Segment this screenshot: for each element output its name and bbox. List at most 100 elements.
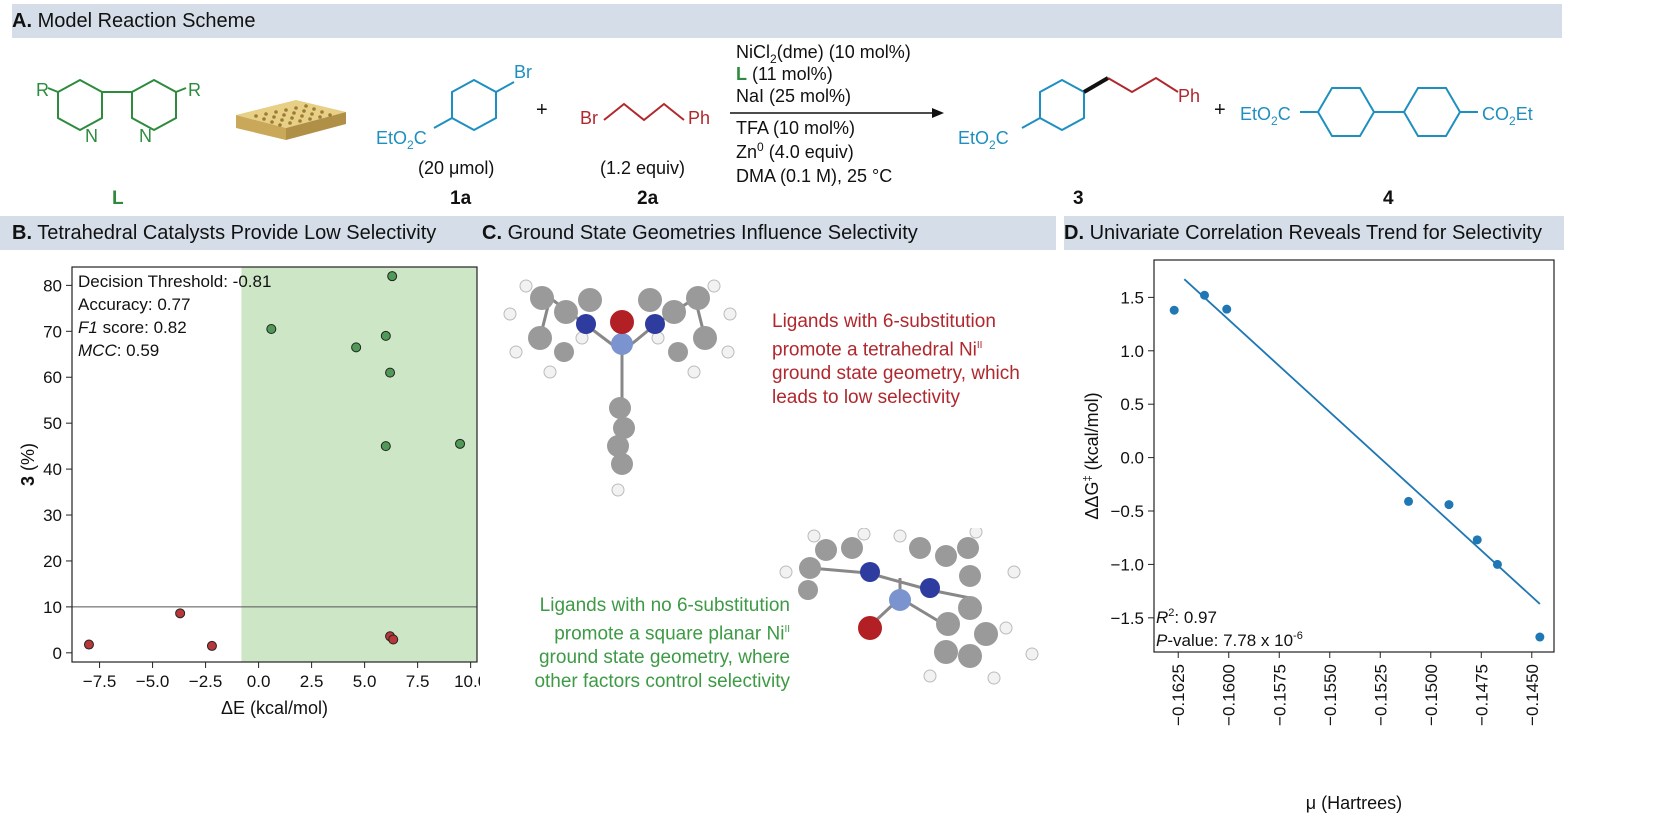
- chart-b-y-tick-label: 30: [43, 506, 62, 525]
- chart-b-data-point: [175, 608, 186, 619]
- chart-b-data-point: [388, 634, 399, 645]
- square-planar-line-4: other factors control selectivity: [534, 671, 790, 693]
- chart-b-y-tick-label: 0: [53, 644, 62, 663]
- panel-b-title: Tetrahedral Catalysts Provide Low Select…: [37, 222, 437, 244]
- substrate-2a-label: 2a: [637, 188, 659, 209]
- panel-b-header: B. Tetrahedral Catalysts Provide Low Sel…: [0, 216, 486, 250]
- chart-b-data-point: [380, 441, 391, 452]
- chart-d-y-tick-label: −0.5: [1110, 502, 1144, 521]
- reaction-scheme: R R N N Br EtO2C (20 μmol) 1a + Br Ph (1…: [36, 42, 1533, 209]
- chart-d-data-point: [1200, 290, 1210, 300]
- chart-b-stat-accuracy: Accuracy: 0.77: [78, 295, 190, 314]
- product-4-label: 4: [1383, 188, 1394, 209]
- panel-a-letter: A.: [12, 10, 32, 32]
- chart-d-x-tick-label: −0.1525: [1371, 664, 1390, 726]
- product-3-ester: EtO2C: [958, 128, 1009, 152]
- product-3-structure: [1021, 76, 1179, 132]
- chart-b-y-tick-label: 50: [43, 414, 62, 433]
- product-3-label: 3: [1073, 188, 1084, 209]
- chart-b-stat-f1: F1 score: 0.82: [78, 318, 187, 337]
- chart-d-y-tick-label: 1.5: [1120, 288, 1144, 307]
- condition-nai: NaI (25 mol%): [736, 86, 851, 106]
- chart-d-y-tick-label: 1.0: [1120, 342, 1144, 361]
- ligand-n-right: N: [139, 126, 152, 146]
- chart-b-x-tick-label: 7.5: [406, 672, 430, 691]
- chart-d-x-tick-label: −0.1600: [1220, 664, 1239, 726]
- chart-d-x-tick-label: −0.1500: [1422, 664, 1441, 726]
- panel-c-letter: C.: [482, 222, 502, 244]
- substrate-2a-br: Br: [580, 108, 598, 128]
- tetrahedral-line-4: leads to low selectivity: [772, 387, 960, 409]
- chart-b-x-tick-label: −2.5: [189, 672, 223, 691]
- chart-b-data-point: [266, 324, 277, 335]
- condition-tfa: TFA (10 mol%): [736, 118, 855, 138]
- substrate-1a-amount: (20 μmol): [418, 158, 494, 178]
- chart-d-x-tick-label: −0.1550: [1321, 664, 1340, 726]
- square-planar-ni-structure: [779, 528, 1039, 685]
- chart-b-y-tick-label: 20: [43, 552, 62, 571]
- panel-d-letter: D.: [1064, 222, 1084, 244]
- panel-a-header: A. Model Reaction Scheme: [12, 4, 1562, 38]
- chart-b-x-tick-label: −5.0: [136, 672, 170, 691]
- ligand-label: L: [112, 188, 124, 209]
- chart-d-data-point: [1472, 535, 1482, 545]
- product-4-structure: [1300, 87, 1478, 137]
- product-4-ester-left: EtO2C: [1240, 104, 1291, 128]
- tetrahedral-ni-structure: [503, 279, 737, 497]
- chart-d-y-tick-label: 0.0: [1120, 449, 1144, 468]
- square-planar-line-1: Ligands with no 6-substitution: [539, 595, 790, 616]
- ligand-n-left: N: [85, 126, 98, 146]
- tetrahedral-line-2: promote a tetrahedral NiII: [772, 339, 983, 361]
- chart-d-data-point: [1169, 305, 1179, 315]
- plus-sign-2: +: [1214, 99, 1226, 121]
- square-planar-line-3: ground state geometry, where: [538, 647, 790, 669]
- chart-b-data-point: [83, 639, 94, 650]
- chart-d-data-point: [1535, 632, 1545, 642]
- tetrahedral-line-3: ground state geometry, which: [772, 363, 1020, 385]
- ligand-r-left: R: [36, 80, 49, 100]
- chart-b-data-point: [455, 438, 466, 449]
- substrate-1a-structure: [433, 78, 515, 132]
- substrate-2a-amount: (1.2 equiv): [600, 158, 685, 178]
- chart-d-data-point: [1492, 559, 1502, 569]
- panel-d-title: Univariate Correlation Reveals Trend for…: [1089, 222, 1542, 244]
- chart-b-x-axis-label: ΔE (kcal/mol): [221, 698, 328, 718]
- chart-b-y-tick-label: 70: [43, 322, 62, 341]
- chart-d-y-axis-label: ΔΔG‡ (kcal/mol): [1082, 392, 1102, 519]
- chart-d-data-point: [1404, 496, 1414, 506]
- tetrahedral-description: Ligands with 6-substitution promote a te…: [772, 310, 1020, 410]
- chart-d-frame: [1153, 259, 1555, 653]
- tetrahedral-line-1: Ligands with 6-substitution: [772, 311, 996, 332]
- chart-b-data-point: [387, 271, 398, 282]
- chart-b-x-tick-label: 5.0: [353, 672, 377, 691]
- chart-d-pvalue: P-value: 7.78 x 10-6: [1156, 630, 1303, 650]
- chart-d-y-tick-label: −1.5: [1110, 609, 1144, 628]
- square-planar-line-2: promote a square planar NiII: [554, 623, 790, 645]
- chart-b-x-tick-label: 0.0: [247, 672, 271, 691]
- chart-d-x-axis-label: μ (Hartrees): [1306, 793, 1402, 813]
- substrate-2a-chain: [603, 102, 685, 122]
- chart-d-data-point: [1222, 304, 1232, 314]
- ligand-structure: [47, 78, 187, 132]
- well-plate-icon: [236, 100, 346, 140]
- product-4-ester-right: CO2Et: [1482, 104, 1533, 128]
- substrate-1a-ester: EtO2C: [376, 128, 427, 152]
- chart-b-y-tick-label: 80: [43, 276, 62, 295]
- substrate-2a-ph: Ph: [688, 108, 710, 128]
- selectivity-scatter-chart: −7.5 −5.0 −2.5 0.0 2.5 5.0 7.5 10.0 0 10 20 30 40 50 6…: [18, 266, 480, 718]
- univariate-correlation-chart: −0.1625 −0.1600 −0.1575 −0.1550 −0.1525 −0.15…: [1082, 259, 1555, 813]
- condition-zn: Zn0 (4.0 equiv): [736, 140, 854, 162]
- panel-d-header: D. Univariate Correlation Reveals Trend …: [1064, 216, 1564, 250]
- chart-b-y-axis-label: 3 (%): [18, 443, 38, 486]
- chart-b-data-point: [385, 367, 396, 378]
- chart-d-y-tick-label: −1.0: [1110, 555, 1144, 574]
- high-selectivity-region: [241, 267, 477, 662]
- panel-c-title: Ground State Geometries Influence Select…: [507, 222, 918, 244]
- panel-a-title: Model Reaction Scheme: [37, 10, 256, 32]
- substrate-1a-br: Br: [514, 62, 532, 82]
- chart-b-data-point: [380, 330, 391, 341]
- chart-b-y-tick-label: 40: [43, 460, 62, 479]
- square-planar-description: Ligands with no 6-substitution promote a…: [500, 594, 790, 694]
- reaction-arrow-head: [932, 108, 944, 118]
- condition-ligand: L (11 mol%): [736, 64, 833, 84]
